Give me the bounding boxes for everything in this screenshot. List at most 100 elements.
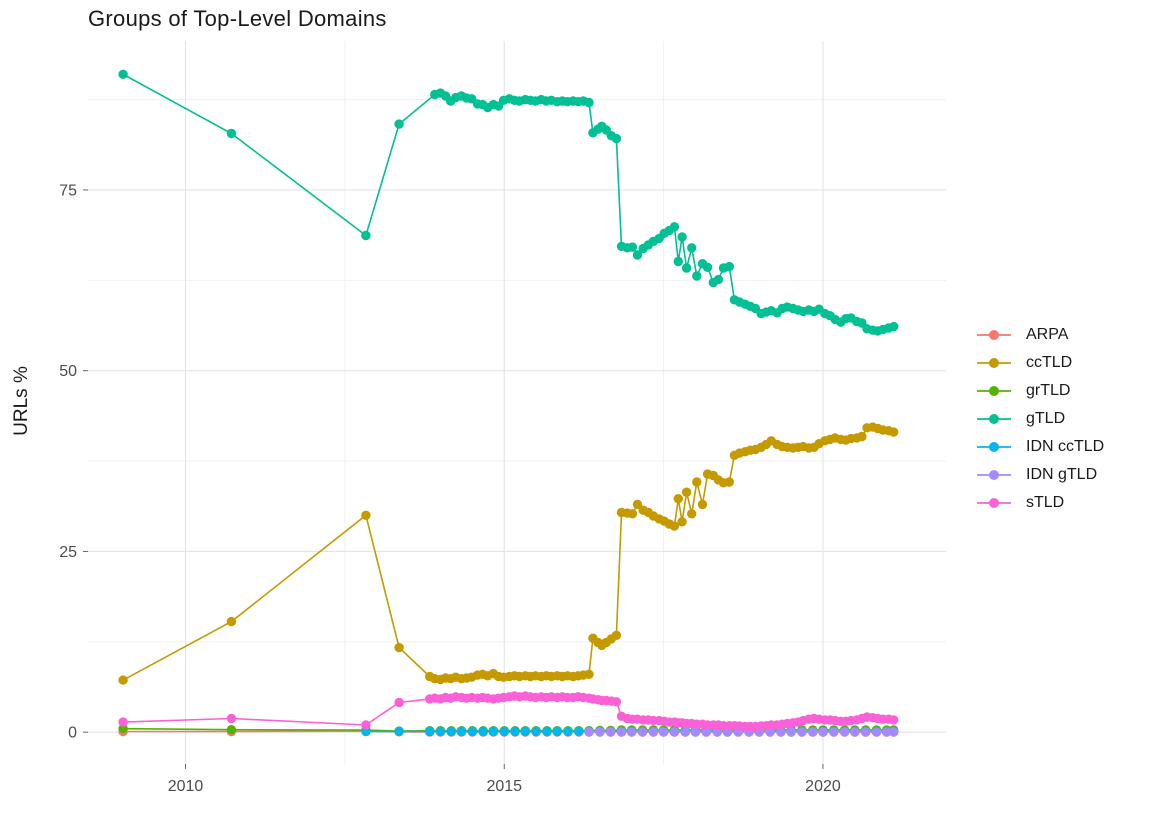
data-point-cctld [669,521,680,531]
legend: ARPA ccTLD grTLD gTLD IDN ccTLD IDN gTLD sTLD [976,321,1104,517]
data-point-idn-gtld [680,727,690,737]
legend-label-stld: sTLD [1026,494,1065,511]
data-point-idn-gtld [606,727,616,737]
data-point-idn-cctld [467,726,478,737]
data-point-idn-gtld [690,727,701,737]
data-point-grtld [226,725,237,735]
data-point-idn-cctld [446,726,456,737]
data-point-idn-gtld [658,727,669,737]
legend-item-grtld: grTLD [976,377,1104,405]
legend-key-dot [989,330,999,340]
data-point-idn-gtld [616,727,627,737]
data-point-cctld [226,616,237,627]
data-point-idn-gtld [797,727,807,737]
data-point-stld [118,717,128,727]
data-point-idn-gtld [889,727,899,737]
data-point-idn-cctld [425,726,435,737]
data-point-gtld [889,321,899,332]
series-stld [118,691,899,732]
data-point-grtld [118,723,128,734]
data-point-cctld [611,630,622,640]
data-point-stld [226,713,237,724]
y-tick-label: 50 [59,363,77,380]
data-point-gtld [681,263,692,273]
data-point-gtld [669,222,680,232]
data-point-cctld [118,675,128,685]
x-tick-label: 2010 [168,778,204,795]
legend-key-icon-cctld [977,358,1011,368]
data-point-idn-gtld [839,727,850,737]
data-point-idn-cctld [478,726,488,737]
legend-label-idn-cctld: IDN ccTLD [1026,438,1105,455]
data-point-idn-gtld [712,727,722,737]
data-point-idn-gtld [701,727,711,737]
y-tick-label: 0 [68,725,77,742]
legend-label-gtld: gTLD [1026,410,1066,427]
axes: 0 25 50 75 2010 2015 2020 [59,182,841,795]
gridlines-major [88,41,946,764]
data-point-cctld [857,431,867,442]
data-point-idn-gtld [818,727,828,737]
data-point-idn-gtld [808,727,818,737]
data-point-gtld [611,133,622,144]
data-point-idn-gtld [882,727,892,737]
legend-key-dot [989,470,999,480]
data-point-idn-gtld [637,727,648,737]
data-point-stld [889,715,899,725]
data-point-gtld [584,97,594,108]
data-point-idn-cctld [520,726,530,737]
data-point-idn-gtld [829,727,839,737]
data-point-cctld [394,642,404,653]
data-point-stld [611,697,622,707]
data-point-cctld [361,510,371,520]
data-point-gtld [677,232,687,242]
data-point-idn-cctld [435,726,446,737]
legend-label-idn-gtld: IDN gTLD [1026,466,1098,483]
legend-item-idn-gtld: IDN gTLD [976,461,1104,489]
data-point-idn-gtld [871,727,882,737]
legend-key-icon-arpa [977,330,1011,340]
data-point-gtld [226,128,237,139]
data-point-cctld [677,517,687,527]
data-point-gtld [632,250,643,260]
data-point-cctld [697,499,708,510]
data-point-idn-gtld [861,727,871,737]
data-point-idn-gtld [669,727,680,737]
data-point-gtld [673,256,683,267]
data-point-idn-cctld [488,726,499,737]
chart-title: Groups of Top-Level Domains [88,6,387,31]
legend-item-gtld: gTLD [976,405,1104,433]
data-point-gtld [724,261,734,272]
data-point-idn-cctld [563,726,573,737]
data-point-cctld [681,487,692,497]
data-point-gtld [687,243,697,253]
y-tick-label: 25 [59,544,77,561]
legend-item-idn-cctld: IDN ccTLD [976,433,1104,461]
data-point-idn-cctld [456,726,467,737]
data-point-idn-cctld [361,726,371,737]
gridlines-minor [88,41,946,764]
legend-key-icon-stld [977,498,1011,508]
legend-label-grtld: grTLD [1026,382,1071,399]
data-point-cctld [627,509,638,519]
data-point-gtld [702,262,713,272]
legend-label-arpa: ARPA [1026,326,1069,343]
data-point-stld [394,697,404,708]
legend-label-cctld: ccTLD [1026,354,1073,371]
data-point-idn-gtld [648,727,659,737]
x-tick-label: 2015 [486,778,522,795]
data-point-gtld [692,271,702,281]
data-point-stld [361,720,371,730]
legend-key-icon-idn-gtld [977,470,1011,480]
x-tick-label: 2020 [805,778,841,795]
data-point-gtld [713,274,724,285]
legend-key-dot [989,442,999,452]
legend-item-arpa: ARPA [976,321,1104,349]
data-point-cctld [584,669,594,679]
data-point-gtld [627,242,638,252]
legend-key-icon-grtld [977,386,1011,396]
y-tick-label: 75 [59,182,77,199]
data-point-cctld [889,427,899,437]
data-point-idn-cctld [542,726,552,737]
